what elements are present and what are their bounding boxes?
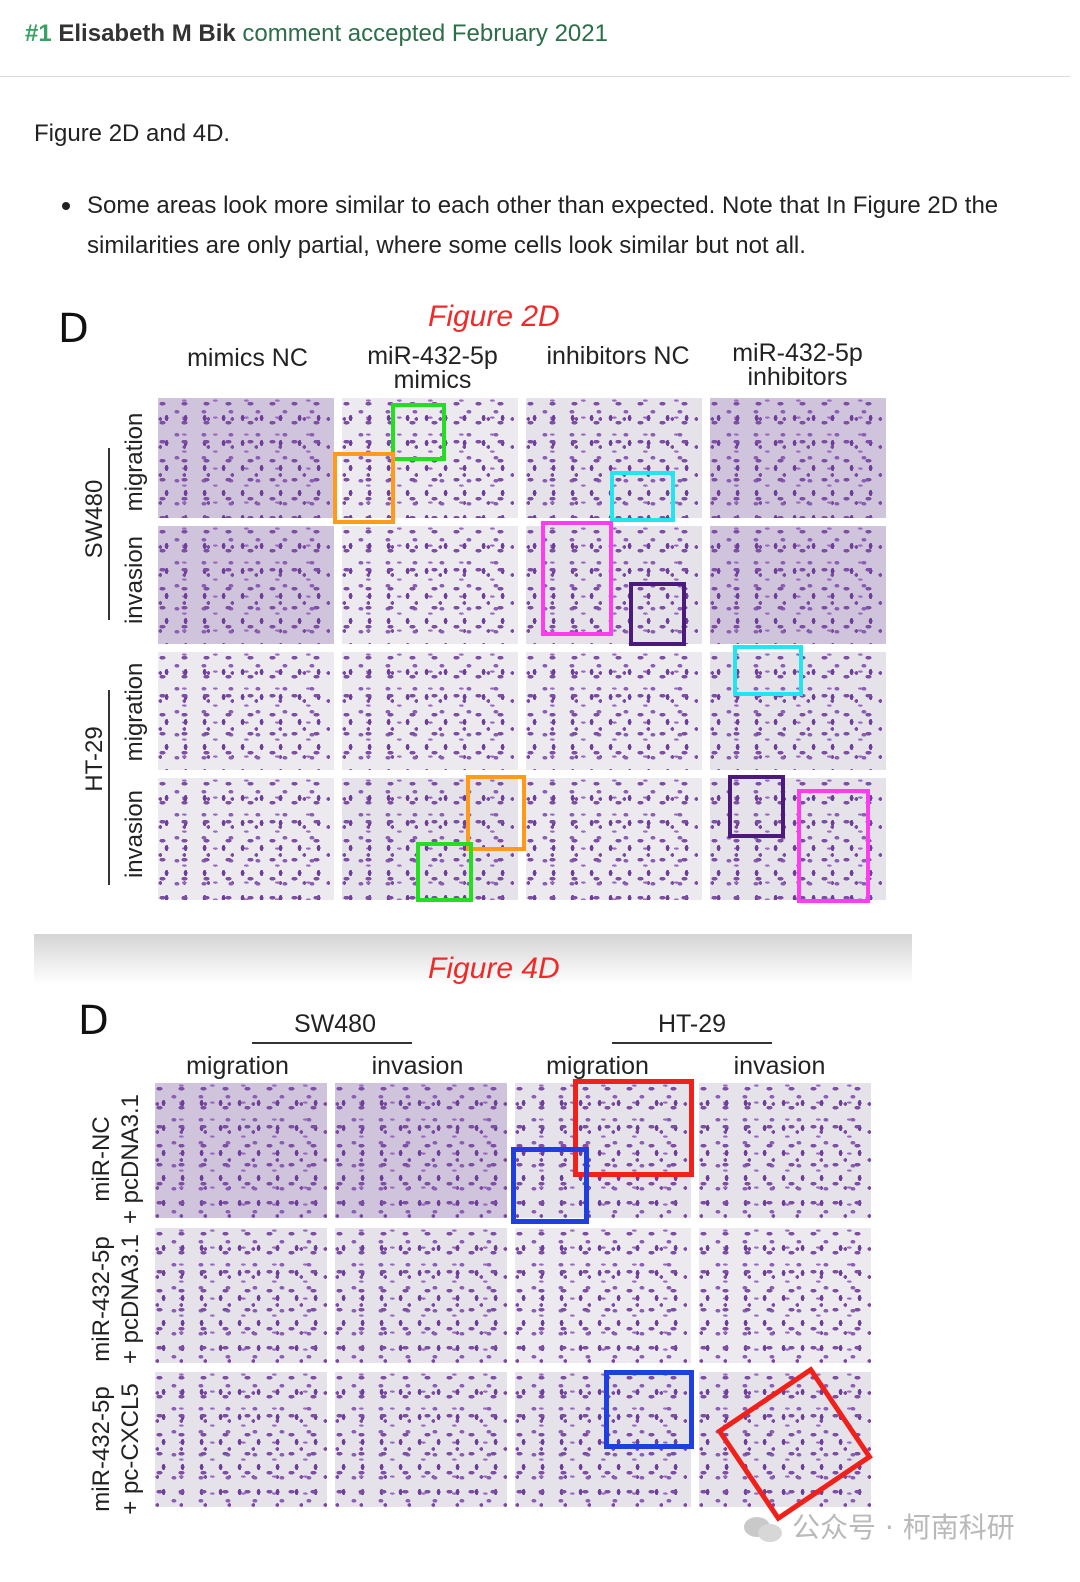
fig4d-group-label: SW480: [294, 1010, 376, 1038]
fig2d-group-label: HT-29: [81, 726, 108, 792]
fig2d-col-label-line: miR-432-5p: [367, 342, 498, 370]
comment-header: #1 Elisabeth M Bik comment accepted Febr…: [0, 0, 1070, 77]
fig4d-row-label: miR-NC: [88, 1116, 115, 1202]
micrograph-cell: [699, 1083, 871, 1218]
fig4d-col-label: invasion: [733, 1052, 826, 1080]
fig4d-group-label: HT-29: [657, 1010, 727, 1038]
fig2d-group-bracket: [108, 690, 110, 885]
fig4d-row-label: miR-432-5p: [88, 1386, 115, 1512]
highlight-box-purple: [629, 582, 686, 646]
highlight-box-magenta: [797, 789, 870, 903]
watermark-text: 公众号 · 柯南科研: [792, 1511, 1015, 1544]
fig2d-col-label-line: miR-432-5p: [732, 339, 863, 367]
micrograph-cell: [158, 652, 334, 770]
wechat-icon: [742, 1514, 786, 1544]
micrograph-cell: [335, 1228, 507, 1363]
figure-4d-title: Figure 4D: [428, 952, 560, 985]
fig2d-col-label-line: inhibitors: [747, 363, 848, 391]
micrograph-cell: [158, 778, 334, 900]
fig2d-group-bracket: [108, 448, 110, 620]
highlight-box-green: [416, 842, 473, 902]
micrograph-cell: [710, 398, 886, 518]
micrograph-cell: [155, 1083, 327, 1218]
figure-4d-panel-letter: D: [78, 998, 109, 1044]
highlight-box-blue: [511, 1147, 589, 1224]
comment-author[interactable]: Elisabeth M Bik: [58, 20, 236, 47]
micrograph-cell: [335, 1372, 507, 1507]
micrograph-cell: [158, 526, 334, 644]
fig4d-col-label: migration: [186, 1052, 289, 1080]
micrograph-cell: [155, 1372, 327, 1507]
comment-header-text: #1 Elisabeth M Bik comment accepted Febr…: [25, 20, 608, 48]
comment-bullet-list: Some areas look more similar to each oth…: [60, 186, 1035, 266]
fig2d-row-label: invasion: [121, 789, 148, 879]
fig4d-group-underline: [252, 1042, 412, 1044]
comment-status: comment accepted February 2021: [242, 20, 608, 47]
fig2d-row-label: migration: [121, 662, 148, 762]
micrograph-cell: [526, 778, 702, 900]
fig4d-row-label: + pcDNA3.1: [117, 1233, 144, 1365]
fig4d-group-underline: [612, 1042, 772, 1044]
highlight-box-purple: [728, 775, 785, 838]
highlight-box-blue: [604, 1370, 694, 1449]
fig4d-col-label: invasion: [371, 1052, 464, 1080]
micrograph-cell: [342, 526, 518, 644]
micrograph-cell: [699, 1228, 871, 1363]
fig2d-row-label: invasion: [121, 535, 148, 625]
figure-2d-title: Figure 2D: [428, 300, 560, 333]
comment-bullet: Some areas look more similar to each oth…: [60, 186, 1035, 266]
fig2d-col-label: mimics NC: [187, 344, 308, 372]
fig4d-row-label: + pc-CXCL5: [117, 1383, 144, 1515]
highlight-box-red: [573, 1079, 694, 1177]
fig4d-col-label: migration: [546, 1052, 649, 1080]
micrograph-cell: [526, 652, 702, 770]
fig2d-col-label: miR-432-5p inhibitors: [710, 339, 885, 391]
micrograph-cell: [158, 398, 334, 518]
micrograph-cell: [710, 652, 886, 770]
highlight-box-orange: [466, 775, 526, 851]
figure-2d-panel-letter: D: [58, 306, 89, 352]
fig4d-row-label: miR-432-5p: [88, 1236, 115, 1362]
micrograph-cell: [515, 1372, 691, 1507]
micrograph-cell: [342, 778, 518, 900]
comment-number[interactable]: #1: [25, 20, 52, 47]
figure-separator-shadow: [34, 934, 912, 984]
highlight-box-cyan: [733, 645, 803, 696]
micrograph-cell: [342, 652, 518, 770]
fig4d-row-label: + pcDNA3.1: [117, 1093, 144, 1225]
fig2d-col-label: miR-432-5p mimics: [345, 342, 520, 394]
comment-intro: Figure 2D and 4D.: [34, 120, 231, 147]
fig2d-col-label: inhibitors NC: [546, 342, 690, 370]
fig2d-group-label: SW480: [81, 479, 108, 559]
highlight-box-cyan: [610, 471, 675, 522]
fig2d-col-label-line: mimics: [393, 366, 472, 394]
highlight-box-magenta: [541, 521, 613, 636]
micrograph-cell: [699, 1372, 871, 1507]
highlight-box-green: [391, 403, 446, 461]
watermark: 公众号 · 柯南科研: [742, 1506, 1015, 1546]
highlight-box-orange: [333, 452, 395, 524]
micrograph-cell: [515, 1228, 691, 1363]
micrograph-cell: [335, 1083, 507, 1218]
micrograph-cell: [710, 526, 886, 644]
fig2d-row-label: migration: [121, 412, 148, 512]
micrograph-cell: [155, 1228, 327, 1363]
